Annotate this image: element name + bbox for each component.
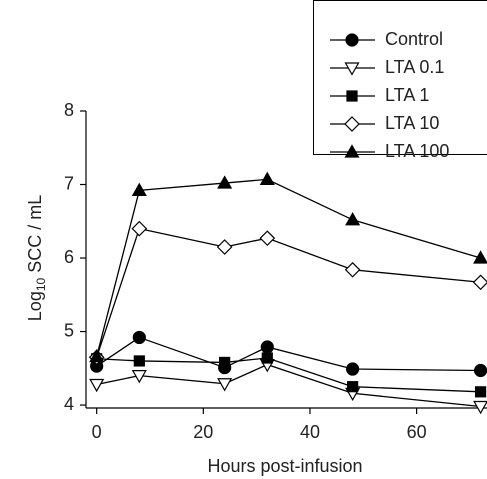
legend-marker <box>344 116 360 132</box>
legend-marker <box>345 33 359 47</box>
marker <box>89 348 105 363</box>
x-tick-label: 60 <box>407 422 427 442</box>
series-line <box>96 227 481 358</box>
legend-label: LTA 100 <box>385 141 449 161</box>
marker <box>473 400 487 415</box>
marker <box>133 355 145 367</box>
y-tick-label: 6 <box>64 247 74 267</box>
legend-label: Control <box>385 29 443 49</box>
marker <box>473 250 487 264</box>
marker <box>259 230 276 247</box>
x-tick-label: 0 <box>92 422 102 442</box>
y-tick-label: 5 <box>64 320 74 340</box>
x-axis-label: Hours post-infusion <box>207 456 362 476</box>
legend-marker <box>344 144 360 158</box>
series-line <box>96 336 481 372</box>
marker <box>472 274 487 291</box>
marker <box>132 330 146 345</box>
series-line <box>96 178 481 357</box>
y-tick-label: 8 <box>64 100 74 120</box>
series-line <box>96 363 481 408</box>
marker <box>344 261 361 278</box>
y-label-part: Log <box>25 291 45 321</box>
legend-label: LTA 1 <box>385 85 429 105</box>
marker <box>217 175 233 189</box>
series-line <box>96 357 481 393</box>
marker <box>475 386 487 398</box>
marker <box>131 182 147 196</box>
legend-label: LTA 10 <box>385 113 439 133</box>
y-tick-label: 7 <box>64 173 74 193</box>
y-label-part: SCC / mL <box>25 195 45 278</box>
legend-marker <box>346 90 358 102</box>
marker <box>347 381 359 393</box>
y-label-sub: 10 <box>34 277 48 291</box>
legend-box <box>313 0 487 155</box>
marker <box>131 370 147 384</box>
marker <box>474 363 487 378</box>
legend-marker <box>344 62 360 76</box>
marker <box>219 356 231 369</box>
marker <box>260 340 274 354</box>
y-axis-label: Log10 SCC / mL <box>25 195 48 321</box>
marker <box>131 220 148 237</box>
marker <box>217 378 233 392</box>
x-tick-label: 20 <box>193 422 213 442</box>
marker <box>345 212 361 226</box>
y-tick-label: 4 <box>64 394 74 414</box>
marker <box>259 171 275 185</box>
marker <box>261 352 273 364</box>
marker <box>89 378 105 393</box>
x-tick-label: 40 <box>300 422 320 442</box>
marker <box>216 239 233 255</box>
marker <box>346 362 360 376</box>
legend-label: LTA 0.1 <box>385 57 444 77</box>
